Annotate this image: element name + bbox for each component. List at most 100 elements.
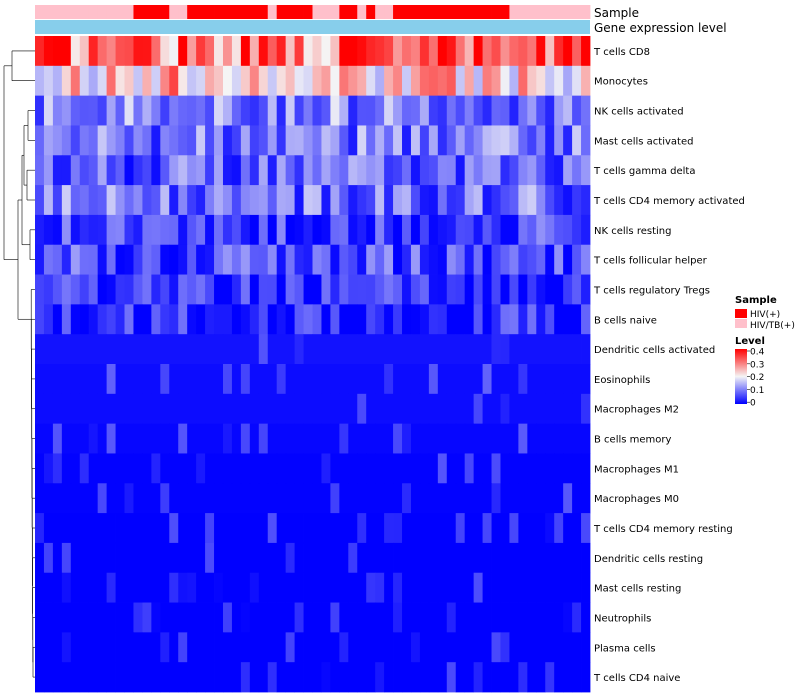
heatmap-cell (393, 632, 403, 663)
heatmap-cell (348, 453, 358, 484)
heatmap-cell (43, 304, 54, 335)
heatmap-cell (428, 602, 439, 633)
heatmap-cell (446, 423, 457, 454)
sample-annotation-cell (222, 5, 233, 19)
heatmap-cell (88, 513, 99, 544)
heatmap-cell (169, 185, 179, 216)
heatmap-cell (267, 572, 278, 603)
heatmap-cell (419, 274, 430, 305)
heatmap-cell (196, 214, 206, 246)
heatmap-cell (375, 334, 385, 365)
heatmap-cell (61, 542, 72, 574)
heatmap-cell (393, 453, 403, 484)
row-label: Mast cells activated (594, 136, 693, 147)
heatmap-cell (446, 602, 457, 633)
heatmap-cell (115, 125, 125, 156)
heatmap-cell (187, 632, 197, 663)
heatmap-cell (410, 393, 421, 425)
heatmap-cell (536, 185, 546, 216)
heatmap-cell (366, 125, 376, 156)
heatmap-cell (61, 364, 72, 395)
heatmap-cell (482, 244, 492, 275)
heatmap-cell (366, 214, 376, 246)
heatmap-cell (222, 155, 233, 186)
heatmap-cell (428, 214, 439, 246)
heatmap-cell (258, 214, 269, 246)
heatmap-cell (581, 572, 591, 603)
heatmap-cell (428, 542, 439, 574)
heatmap-cell (169, 125, 179, 156)
heatmap-cell (321, 364, 331, 395)
heatmap-cell (285, 334, 295, 365)
heatmap-cell (393, 244, 403, 275)
heatmap-cell (169, 364, 179, 395)
heatmap-cell (249, 632, 260, 663)
heatmap-cell (258, 155, 269, 186)
heatmap-cell (357, 125, 367, 156)
heatmap-cell (106, 36, 116, 67)
heatmap-cell (393, 513, 403, 544)
heatmap-cell (428, 453, 439, 484)
sample-annotation-cell (518, 5, 528, 19)
heatmap-cell (482, 393, 492, 425)
heatmap-cell (545, 572, 555, 603)
heatmap-cell (509, 334, 519, 365)
heatmap-cell (393, 542, 403, 574)
heatmap-cell (527, 36, 537, 67)
heatmap-cell (419, 36, 430, 67)
heatmap-cell (545, 274, 555, 305)
heatmap-cell (97, 274, 108, 305)
heatmap-cell (35, 125, 45, 156)
heatmap-cell (545, 632, 555, 663)
heatmap-cell (35, 185, 45, 216)
heatmap-cell (151, 632, 161, 663)
heatmap-cell (321, 393, 331, 425)
heatmap-cell (187, 393, 197, 425)
heatmap-cell (214, 155, 224, 186)
heatmap-cell (402, 483, 412, 514)
heatmap-cell (339, 185, 349, 216)
heatmap-cell (581, 602, 591, 633)
sample-annotation-cell (285, 5, 295, 19)
heatmap-cell (115, 513, 125, 544)
heatmap-cell (205, 304, 215, 335)
heatmap-cell (473, 513, 483, 544)
heatmap-cell (70, 185, 81, 216)
heatmap-cell (491, 334, 501, 365)
heatmap-cell (133, 65, 143, 97)
legend-level-tick: 0.3 (750, 360, 764, 370)
heatmap-cell (473, 423, 483, 454)
heatmap-cell (527, 364, 537, 395)
heatmap-cell (437, 334, 448, 365)
heatmap-cell (43, 155, 54, 186)
heatmap-cell (276, 125, 287, 156)
heatmap-cell (572, 95, 582, 126)
heatmap-cell (366, 244, 376, 275)
heatmap-cell (43, 364, 54, 395)
heatmap-cell (97, 125, 108, 156)
heatmap-cell (133, 393, 143, 425)
heatmap-cell (61, 393, 72, 425)
heatmap-cell (393, 304, 403, 335)
heatmap-cell (222, 364, 233, 395)
heatmap-cell (178, 304, 188, 335)
heatmap-cell (384, 65, 394, 97)
heatmap-cell (384, 602, 394, 633)
heatmap-cell (249, 65, 260, 97)
heatmap-cell (285, 185, 295, 216)
heatmap-cell (464, 214, 475, 246)
heatmap-cell (276, 304, 287, 335)
heatmap-cell (178, 662, 188, 693)
legend-label-hiv: HIV(+) (750, 310, 780, 320)
heatmap-cell (473, 572, 483, 603)
heatmap-cell (321, 632, 331, 663)
heatmap-cell (133, 423, 143, 454)
heatmap-cell (330, 513, 340, 544)
sample-annotation-cell (357, 5, 367, 19)
heatmap-cell (455, 602, 466, 633)
heatmap-cell (43, 65, 54, 97)
heatmap-cell (115, 662, 125, 693)
heatmap-cell (178, 483, 188, 514)
heatmap-cell (491, 542, 501, 574)
heatmap-cell (464, 334, 475, 365)
